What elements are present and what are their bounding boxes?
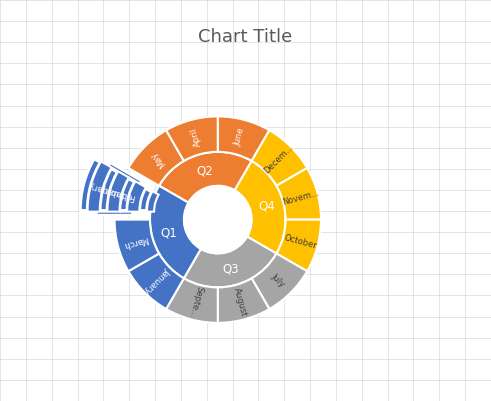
Text: Decem...: Decem... <box>262 143 295 176</box>
Wedge shape <box>184 237 276 288</box>
Text: March: March <box>122 234 149 249</box>
Text: June: June <box>233 127 246 147</box>
Wedge shape <box>81 159 100 211</box>
Wedge shape <box>128 253 184 309</box>
Text: Q2: Q2 <box>196 164 213 177</box>
Text: February: February <box>98 184 136 202</box>
Text: February: February <box>86 180 125 199</box>
Text: Novem...: Novem... <box>281 188 320 207</box>
Wedge shape <box>252 253 307 309</box>
Wedge shape <box>120 179 135 211</box>
Text: January: January <box>143 265 172 295</box>
Text: Q3: Q3 <box>222 262 239 275</box>
Text: April: April <box>189 126 202 148</box>
Text: Septe...: Septe... <box>187 286 204 319</box>
Text: July: July <box>270 271 287 289</box>
Wedge shape <box>218 278 270 323</box>
Wedge shape <box>140 188 152 211</box>
Wedge shape <box>276 220 321 271</box>
Text: October: October <box>283 233 318 251</box>
Wedge shape <box>218 116 270 161</box>
Wedge shape <box>85 160 129 212</box>
Wedge shape <box>235 161 286 253</box>
Wedge shape <box>114 220 159 271</box>
Wedge shape <box>159 152 252 203</box>
Wedge shape <box>128 130 184 186</box>
Text: August: August <box>232 287 248 318</box>
Circle shape <box>184 186 252 253</box>
Wedge shape <box>166 116 218 161</box>
Wedge shape <box>276 168 321 220</box>
Wedge shape <box>150 186 201 278</box>
Wedge shape <box>252 130 307 186</box>
Text: May: May <box>148 150 166 168</box>
Wedge shape <box>120 178 159 212</box>
Wedge shape <box>100 169 117 211</box>
Wedge shape <box>166 278 218 323</box>
Wedge shape <box>97 163 141 215</box>
Text: Q1: Q1 <box>160 226 177 239</box>
Text: Q4: Q4 <box>258 200 275 213</box>
Text: Chart Title: Chart Title <box>198 28 293 46</box>
